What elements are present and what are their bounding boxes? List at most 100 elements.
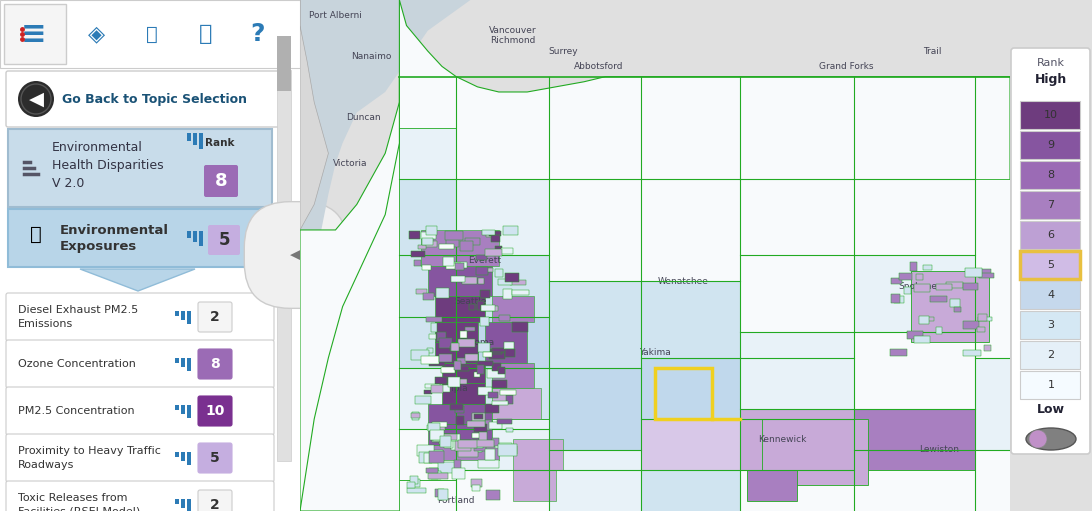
Polygon shape xyxy=(420,445,499,460)
Bar xyxy=(443,434,460,442)
Bar xyxy=(954,307,961,312)
Text: 8: 8 xyxy=(210,357,219,371)
Bar xyxy=(486,231,496,238)
Bar xyxy=(432,422,448,427)
Bar xyxy=(436,490,444,497)
Polygon shape xyxy=(641,419,740,470)
Bar xyxy=(458,358,466,364)
Text: Wenatchee: Wenatchee xyxy=(658,276,709,286)
Polygon shape xyxy=(442,383,485,404)
Polygon shape xyxy=(854,179,974,256)
Bar xyxy=(477,343,490,352)
Text: Health Disparities: Health Disparities xyxy=(52,158,164,172)
Polygon shape xyxy=(420,230,499,266)
Bar xyxy=(1020,131,1080,159)
Polygon shape xyxy=(300,0,471,230)
Text: Kennewick: Kennewick xyxy=(759,435,807,444)
Polygon shape xyxy=(854,256,974,332)
Bar xyxy=(474,445,486,451)
Bar xyxy=(492,362,501,371)
Bar xyxy=(507,396,513,405)
Bar xyxy=(193,231,197,242)
Polygon shape xyxy=(548,281,641,368)
Text: Roadways: Roadways xyxy=(17,460,74,470)
Bar xyxy=(927,316,934,321)
Polygon shape xyxy=(400,317,456,368)
Bar xyxy=(431,436,441,442)
Bar xyxy=(418,245,427,249)
Bar xyxy=(439,434,450,444)
Bar xyxy=(474,372,480,377)
Bar xyxy=(446,263,462,269)
Bar xyxy=(477,361,492,366)
Bar xyxy=(505,446,518,454)
Text: Lewiston: Lewiston xyxy=(919,445,959,454)
Bar xyxy=(923,265,931,270)
Bar xyxy=(498,278,512,286)
Text: Vancouver
Richmond: Vancouver Richmond xyxy=(489,26,537,45)
Polygon shape xyxy=(435,296,485,322)
Text: ?: ? xyxy=(251,22,265,46)
Bar xyxy=(478,432,487,443)
Bar xyxy=(1020,101,1080,129)
Bar xyxy=(1020,311,1080,339)
Text: Diesel Exhaust PM2.5: Diesel Exhaust PM2.5 xyxy=(17,305,139,315)
Bar xyxy=(0,0,300,68)
Text: Olympia: Olympia xyxy=(430,384,467,393)
Bar xyxy=(505,342,513,350)
Bar xyxy=(471,479,483,487)
Polygon shape xyxy=(456,368,548,419)
Bar xyxy=(503,289,512,299)
Bar xyxy=(891,294,900,303)
Bar xyxy=(502,226,518,235)
Bar xyxy=(479,290,490,298)
Bar xyxy=(1020,221,1080,249)
Bar xyxy=(187,499,191,511)
Bar xyxy=(438,462,459,473)
Bar xyxy=(426,317,442,322)
Bar xyxy=(181,311,185,320)
Bar xyxy=(181,405,185,414)
Bar xyxy=(491,235,500,242)
Bar xyxy=(474,424,487,432)
Bar xyxy=(437,385,450,392)
Bar xyxy=(918,316,929,323)
Bar xyxy=(422,356,439,363)
Bar xyxy=(4,4,66,64)
Bar xyxy=(455,442,471,451)
Bar xyxy=(499,315,510,321)
Bar xyxy=(910,263,917,271)
Bar xyxy=(489,351,505,359)
Polygon shape xyxy=(428,404,491,424)
Bar xyxy=(449,377,460,387)
Bar xyxy=(435,377,447,384)
Bar xyxy=(480,317,488,326)
Bar xyxy=(495,246,502,254)
Polygon shape xyxy=(400,256,456,317)
Text: 9: 9 xyxy=(1047,140,1055,150)
Bar xyxy=(477,301,484,310)
Bar xyxy=(450,404,463,410)
Bar xyxy=(419,452,440,462)
Bar xyxy=(474,414,484,419)
Bar xyxy=(472,484,480,491)
Bar xyxy=(891,278,902,285)
Text: 5: 5 xyxy=(1047,260,1055,270)
Text: Facilities (RSEI Model): Facilities (RSEI Model) xyxy=(17,507,140,511)
Bar xyxy=(497,419,512,424)
FancyBboxPatch shape xyxy=(198,349,232,379)
Bar xyxy=(406,488,426,493)
Polygon shape xyxy=(400,368,456,429)
Text: Trail: Trail xyxy=(923,47,941,56)
Polygon shape xyxy=(80,269,195,291)
Text: Nanaimo: Nanaimo xyxy=(351,52,391,61)
Text: ◈: ◈ xyxy=(87,24,105,44)
Polygon shape xyxy=(747,470,797,501)
Bar xyxy=(439,489,448,500)
Bar xyxy=(413,412,418,420)
Bar xyxy=(946,282,963,288)
Bar xyxy=(444,438,453,448)
Bar xyxy=(436,288,450,298)
Bar xyxy=(442,434,456,440)
Bar xyxy=(899,273,912,280)
